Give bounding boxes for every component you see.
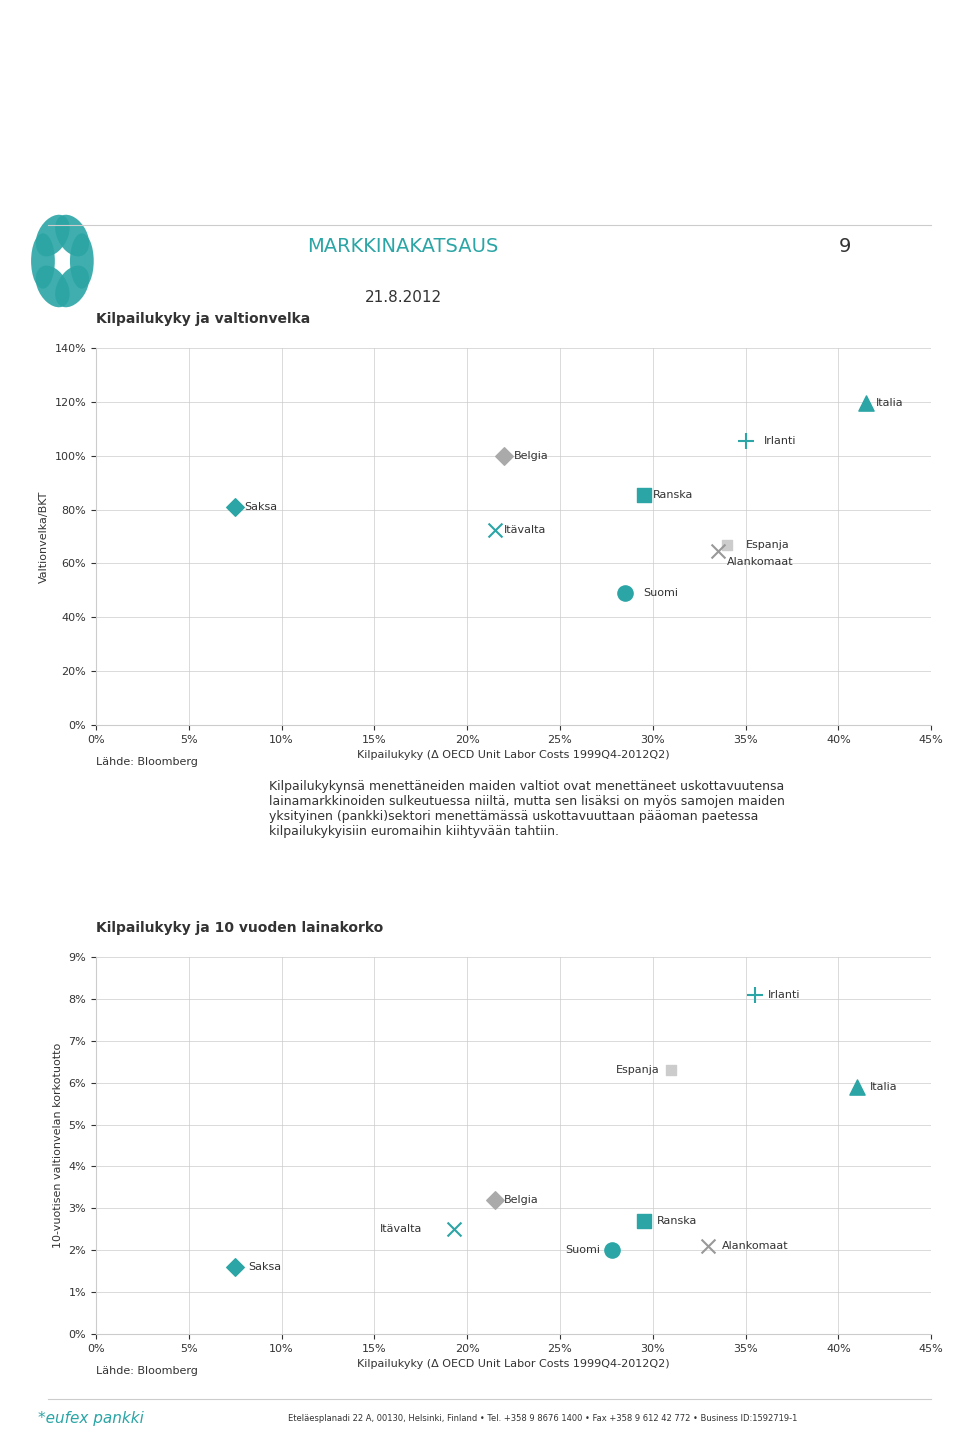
Point [636,483,651,506]
Point [850,1076,865,1099]
Text: Belgia: Belgia [504,1195,540,1205]
Text: Suomi: Suomi [643,589,679,597]
Text: Itävalta: Itävalta [380,1224,422,1234]
Ellipse shape [55,215,89,257]
Ellipse shape [55,265,89,307]
Text: Ranska: Ranska [657,1217,697,1225]
Ellipse shape [70,233,94,289]
Text: Espanja: Espanja [746,539,789,550]
Text: Kilpailukyky ja 10 vuoden lainakorko: Kilpailukyky ja 10 vuoden lainakorko [96,921,383,935]
Point [604,1238,619,1262]
Point [488,1189,503,1212]
X-axis label: Kilpailukyky (Δ OECD Unit Labor Costs 1999Q4-2012Q2): Kilpailukyky (Δ OECD Unit Labor Costs 19… [357,750,670,760]
Y-axis label: 10-vuotisen valtionvelan korkotuotto: 10-vuotisen valtionvelan korkotuotto [53,1043,63,1248]
Point [858,392,874,415]
Text: Kilpailukykynsä menettäneiden maiden valtiot ovat menettäneet uskottavuutensa
la: Kilpailukykynsä menettäneiden maiden val… [269,780,784,838]
Text: *eufex pankki: *eufex pankki [38,1411,144,1425]
Text: Italia: Italia [876,399,903,409]
Text: Espanja: Espanja [615,1066,660,1074]
Ellipse shape [31,233,55,289]
Text: Belgia: Belgia [514,451,548,461]
Text: Lähde: Bloomberg: Lähde: Bloomberg [96,757,198,767]
Text: Irlanti: Irlanti [768,990,801,999]
Y-axis label: Valtionvelka/BKT: Valtionvelka/BKT [39,490,49,583]
Text: 21.8.2012: 21.8.2012 [365,290,442,304]
Point [228,1256,243,1279]
Ellipse shape [36,215,70,257]
Text: MARKKINAKATSAUS: MARKKINAKATSAUS [307,236,499,257]
Point [738,429,754,452]
Text: Lähde: Bloomberg: Lähde: Bloomberg [96,1366,198,1376]
Text: Alankomaat: Alankomaat [727,557,794,567]
Text: 9: 9 [839,236,851,257]
Point [617,581,633,605]
Point [701,1234,716,1257]
Text: Saksa: Saksa [245,502,277,512]
Text: Kilpailukyky ja valtionvelka: Kilpailukyky ja valtionvelka [96,312,310,326]
Point [496,444,512,467]
Text: Itävalta: Itävalta [504,525,546,535]
Text: Italia: Italia [870,1082,898,1092]
Text: Eteläesplanadi 22 A, 00130, Helsinki, Finland • Tel. +358 9 8676 1400 • Fax +358: Eteläesplanadi 22 A, 00130, Helsinki, Fi… [288,1414,798,1422]
Text: Suomi: Suomi [565,1246,601,1256]
Point [228,496,243,519]
Text: Irlanti: Irlanti [764,436,797,447]
Point [719,534,734,557]
Ellipse shape [36,265,70,307]
Point [636,1209,651,1232]
Point [488,518,503,541]
Text: Ranska: Ranska [653,490,693,500]
Point [747,983,762,1006]
Text: Alankomaat: Alankomaat [722,1241,788,1251]
Point [446,1218,462,1241]
Point [663,1058,679,1082]
Text: Saksa: Saksa [249,1262,281,1272]
X-axis label: Kilpailukyky (Δ OECD Unit Labor Costs 1999Q4-2012Q2): Kilpailukyky (Δ OECD Unit Labor Costs 19… [357,1359,670,1369]
Point [710,539,726,563]
